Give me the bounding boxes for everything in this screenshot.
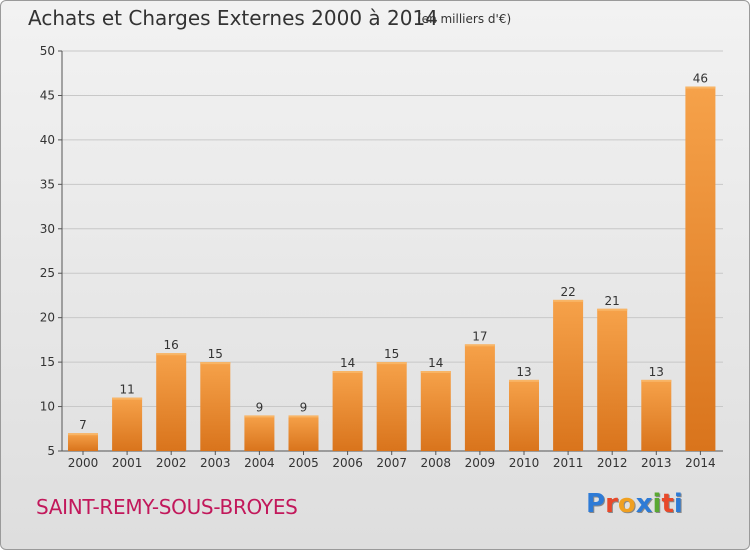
x-tick-label: 2005 bbox=[288, 456, 319, 470]
y-tick-label: 50 bbox=[40, 44, 55, 58]
bar-2003 bbox=[200, 362, 231, 451]
bar-top-edge bbox=[68, 433, 98, 436]
bar-top-edge bbox=[112, 397, 143, 400]
data-label: 9 bbox=[256, 400, 264, 414]
bar-top-edge bbox=[685, 86, 716, 89]
y-tick-label: 45 bbox=[40, 88, 55, 102]
data-label: 9 bbox=[300, 400, 308, 414]
bar-2010 bbox=[509, 379, 539, 451]
y-tick-label: 15 bbox=[40, 355, 55, 369]
bar-2004 bbox=[244, 415, 275, 451]
x-tick-label: 2009 bbox=[465, 456, 496, 470]
x-tick-label: 2004 bbox=[244, 456, 275, 470]
x-tick-label: 2000 bbox=[68, 456, 99, 470]
bar-2013 bbox=[641, 379, 672, 451]
bar-top-edge bbox=[332, 371, 363, 373]
bar-2014 bbox=[685, 86, 716, 452]
x-tick-label: 2006 bbox=[332, 456, 363, 470]
bar-top-edge bbox=[376, 362, 407, 365]
data-label: 21 bbox=[605, 294, 620, 308]
chart-title: Achats et Charges Externes 2000 à 2014 bbox=[28, 6, 438, 30]
bar-top-edge bbox=[509, 379, 539, 382]
bar-2005 bbox=[288, 415, 319, 451]
bar-2011 bbox=[553, 299, 584, 451]
y-tick-label: 30 bbox=[40, 222, 55, 236]
x-tick-label: 2002 bbox=[156, 456, 187, 470]
x-tick-label: 2014 bbox=[685, 456, 716, 470]
data-label: 7 bbox=[79, 418, 87, 432]
data-label: 16 bbox=[164, 338, 179, 352]
bar-top-edge bbox=[244, 415, 275, 418]
x-tick-label: 2008 bbox=[421, 456, 452, 470]
data-label: 13 bbox=[649, 365, 664, 379]
y-tick-label: 35 bbox=[40, 177, 55, 191]
bars bbox=[68, 86, 716, 452]
data-label: 15 bbox=[384, 347, 399, 361]
data-labels: 7 11 16 15 9 9 14 15 14 17 13 22 21 13 46 bbox=[79, 72, 708, 433]
x-tick-label: 2013 bbox=[641, 456, 672, 470]
location-name: SAINT-REMY-SOUS-BROYES bbox=[36, 495, 298, 519]
x-tick-label: 2010 bbox=[509, 456, 540, 470]
bar-2009 bbox=[464, 344, 495, 451]
data-label: 11 bbox=[119, 383, 134, 397]
data-label: 22 bbox=[560, 285, 575, 299]
x-tick-label: 2007 bbox=[376, 456, 407, 470]
data-label: 14 bbox=[428, 356, 443, 370]
y-tick-label: 5 bbox=[47, 444, 55, 458]
x-tick-label: 2001 bbox=[112, 456, 143, 470]
bar-top-edge bbox=[288, 415, 319, 418]
bar-top-edge bbox=[641, 379, 672, 382]
bar-2008 bbox=[420, 371, 451, 451]
bar-top-edge bbox=[420, 371, 451, 373]
data-label: 15 bbox=[208, 347, 223, 361]
chart-subtitle: (en milliers d'€) bbox=[417, 12, 512, 26]
bar-top-edge bbox=[156, 353, 187, 356]
data-label: 46 bbox=[693, 72, 708, 86]
bar-top-edge bbox=[553, 299, 584, 302]
bar-2006 bbox=[332, 371, 363, 451]
bar-top-edge bbox=[200, 362, 231, 365]
y-tick-label: 20 bbox=[40, 311, 55, 325]
y-tick-label: 10 bbox=[40, 400, 55, 414]
bar-2007 bbox=[376, 362, 407, 451]
y-tick-label: 25 bbox=[40, 266, 55, 280]
x-tick-label: 2003 bbox=[200, 456, 231, 470]
data-label: 17 bbox=[472, 329, 487, 343]
y-tick-label: 40 bbox=[40, 133, 55, 147]
data-label: 13 bbox=[516, 365, 531, 379]
bar-2012 bbox=[597, 308, 628, 451]
bar-2002 bbox=[156, 353, 187, 451]
bar-top-edge bbox=[464, 344, 495, 347]
bar-2000 bbox=[68, 433, 98, 451]
bar-2001 bbox=[112, 397, 143, 451]
proxiti-logo: Proxiti bbox=[586, 489, 683, 519]
data-label: 14 bbox=[340, 356, 355, 370]
x-tick-label: 2012 bbox=[597, 456, 628, 470]
x-tick-label: 2011 bbox=[553, 456, 584, 470]
bar-top-edge bbox=[597, 308, 628, 311]
